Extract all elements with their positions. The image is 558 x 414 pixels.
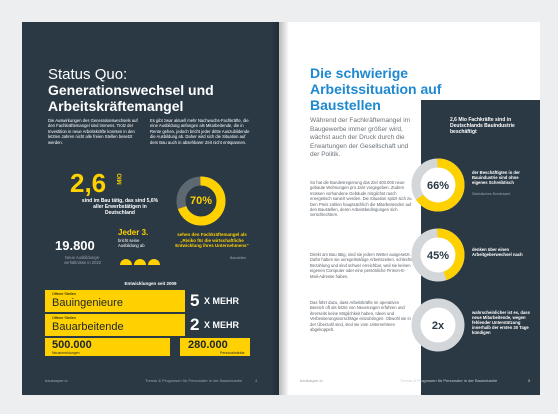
donut-arc: [411, 158, 465, 212]
donut-label: 2x: [432, 320, 445, 332]
page-number: 4: [255, 378, 258, 383]
row-bar: [45, 290, 185, 312]
row-bar: [180, 338, 250, 356]
donut-column: 66% 45% 2x: [411, 158, 465, 352]
footer-text: Trends & Prognosen für Personaler in der…: [145, 378, 243, 383]
source: Baustellen: [230, 256, 247, 260]
donut-track: [411, 298, 465, 352]
row-name: Bauarbeitende: [52, 321, 124, 333]
stat-text: bricht seine Ausbildung ab: [118, 238, 145, 248]
stat-number: Jeder 3.: [118, 228, 149, 237]
stat-text: sehen den Fachkräftemangel als „Risiko f…: [175, 232, 249, 248]
total-number: 500.000: [52, 339, 92, 351]
paragraph: So hat die Bundesregierung das Ziel 400.…: [310, 180, 413, 218]
stat-text: sind im Bau tätig, das sind 5,6% aller E…: [81, 198, 159, 216]
section-title: Entwicklungen seit 2009: [124, 281, 177, 286]
total-label: Personalmärkte: [220, 351, 245, 355]
row-label: Offene Stellen: [52, 292, 76, 296]
stat-text: Neue Ausbildungs-verhältnisse in 2022: [63, 255, 102, 265]
donut-arc: [176, 176, 226, 226]
stat-text: denken über einen Arbeitgeberwechsel nac…: [472, 247, 523, 257]
row-name: Bauingenieure: [52, 297, 123, 309]
row-factor: 5: [190, 291, 200, 310]
title: Die schwierige Arbeitssituation auf Baus…: [310, 65, 442, 113]
paragraph: Direkt am Bau tätig, sind sie jedem Wett…: [310, 252, 414, 279]
donut: 70%: [176, 176, 226, 226]
source: Statistisches Bundesamt: [472, 192, 511, 196]
title-light: Status Quo:: [48, 66, 128, 83]
footer-brand: baukasper.io: [300, 378, 323, 383]
sidebar-heading: 2,6 Mio Fachkräfte sind in Deutschlands …: [450, 117, 515, 135]
stat-text: wahrscheinlicher ist es, dass neue Mitar…: [472, 310, 530, 335]
footer-brand: baukasper.io: [45, 378, 68, 383]
total-label: Neuanmeldungen: [52, 351, 80, 355]
stat-number: 2,6: [70, 168, 107, 198]
donut-arc: [411, 228, 465, 282]
stat-unit: MIO: [117, 173, 124, 185]
donut-label: 45%: [427, 250, 449, 262]
row-factor: 2: [190, 315, 200, 334]
intro: Während der Fachkräftemangel im Baugewer…: [310, 117, 411, 158]
row-suffix: X MEHR: [204, 320, 240, 330]
donut-label: 70%: [190, 195, 212, 207]
row-label: Offene Stellen: [52, 316, 76, 320]
paragraph: Es gibt zwar aktuell mehr Nachwuchs-Fach…: [150, 118, 250, 145]
donut-label: 66%: [427, 180, 449, 192]
helmets: [120, 259, 160, 265]
stat-number: 19.800: [55, 238, 95, 253]
title-bold: Generationswechsel und Arbeitskräftemang…: [48, 82, 214, 114]
spine: [271, 22, 289, 395]
paragraph: Das führt dazu, dass Arbeitskräfte im op…: [310, 300, 411, 333]
row-suffix: X MEHR: [204, 296, 240, 306]
row-bar: [45, 338, 170, 356]
stat-text: der Beschäftigten in der Bauindustrie si…: [472, 170, 520, 185]
row-bar: [45, 314, 185, 336]
total-number: 280.000: [188, 339, 228, 351]
paragraph: Die Auswirkungen des Generationswechsels…: [48, 118, 138, 145]
footer-text: Trends & Prognosen für Personaler in der…: [400, 378, 498, 383]
page-number: 5: [528, 378, 531, 383]
